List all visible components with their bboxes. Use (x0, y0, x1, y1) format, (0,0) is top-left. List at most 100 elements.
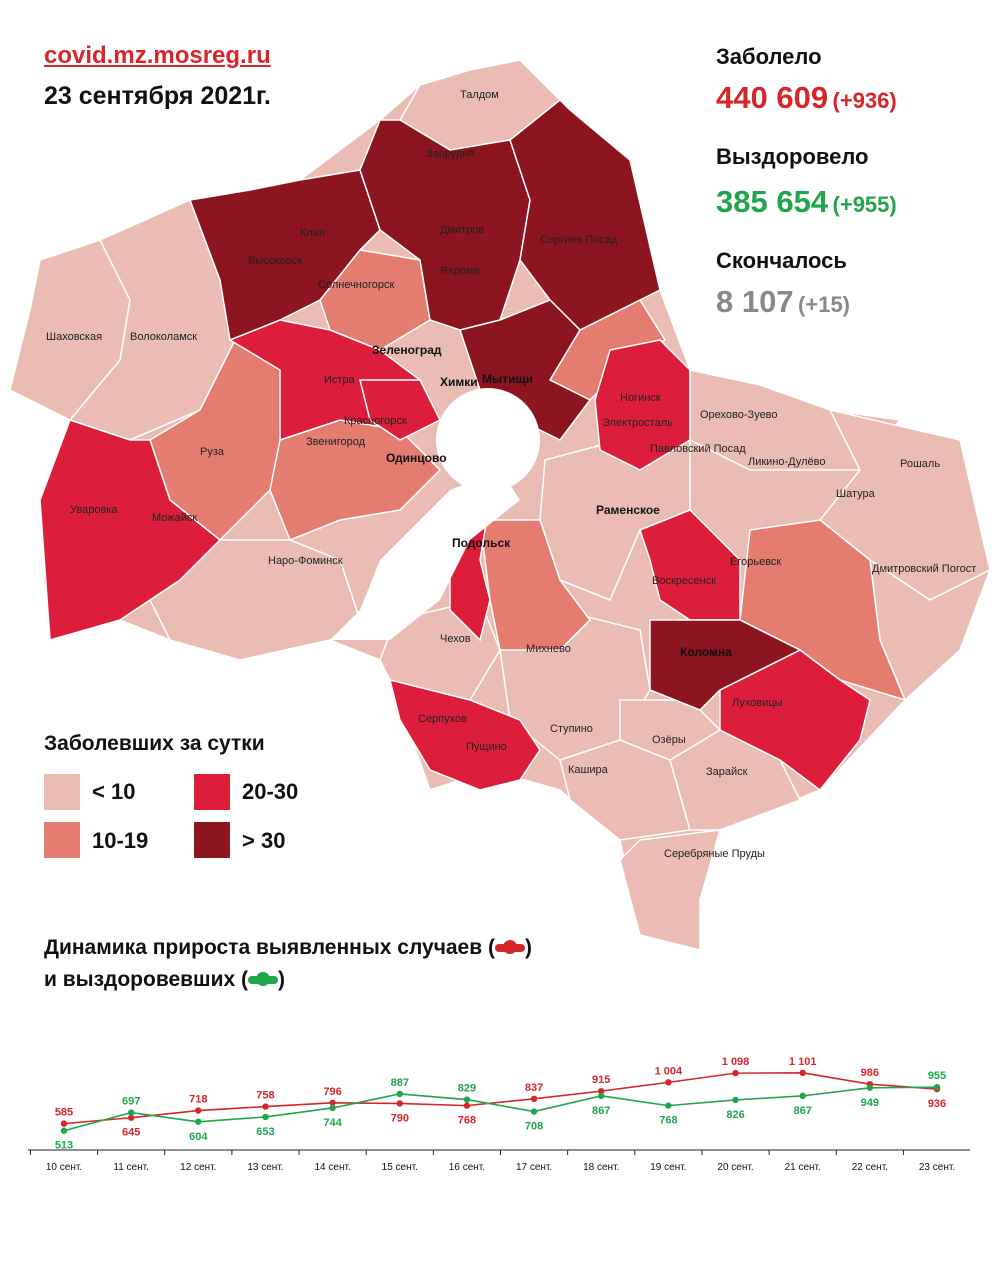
cases-value-label: 768 (458, 1115, 476, 1127)
dynamics-title-line2: и выздоровевших ( (44, 968, 248, 991)
city-label: Кашира (568, 764, 609, 776)
cases-point (665, 1079, 672, 1086)
city-label: Рошаль (900, 458, 940, 470)
legend-swatch-20-30 (194, 774, 230, 810)
city-label: Сергиев Посад (540, 234, 618, 246)
cases-value-label: 1 101 (789, 1056, 817, 1068)
recovered-value-label: 697 (122, 1096, 140, 1108)
city-label: Дмитров (440, 224, 484, 236)
recovered-point (933, 1084, 941, 1091)
x-tick-label: 18 сент. (583, 1162, 619, 1173)
city-label: Луховицы (732, 697, 783, 709)
legend-label-gt30: > 30 (242, 828, 286, 853)
deaths-label: Скончалось (716, 248, 847, 273)
cases-point (396, 1100, 403, 1107)
city-label: Талдом (460, 89, 499, 101)
city-label: Волоколамск (130, 331, 197, 343)
x-tick-label: 15 сент. (382, 1162, 418, 1173)
report-date: 23 сентября 2021г. (44, 82, 271, 110)
dynamics-title-line2-end: ) (277, 968, 285, 991)
cases-value-label: 1 098 (722, 1056, 750, 1068)
cases-value-label: 936 (928, 1098, 946, 1110)
x-tick-label: 23 сент. (919, 1162, 955, 1173)
city-label: Шатура (836, 488, 876, 500)
cases-value-label: 915 (592, 1074, 610, 1086)
series-points (60, 1069, 941, 1134)
city-label: Пущино (466, 741, 507, 753)
city-label: Павловский Посад (650, 443, 746, 455)
district-mozhaysk (39, 419, 222, 641)
recovered-value-label: 744 (323, 1117, 342, 1129)
city-label: Серпухов (418, 713, 467, 725)
recovered-point (262, 1113, 269, 1121)
recovered-label: Выздоровело (716, 144, 869, 169)
dynamics-title-line1: Динамика прироста выявленных случаев ( (44, 936, 495, 959)
city-label: Подольск (452, 536, 511, 550)
city-label: Наро-Фоминск (268, 555, 343, 567)
cases-value-label: 790 (391, 1112, 409, 1124)
recovered-point (799, 1092, 806, 1100)
city-label: Дмитровский Погост (872, 563, 976, 575)
green-marker-icon (247, 972, 278, 987)
city-label: Истра (324, 374, 356, 386)
recovered-value-label: 826 (726, 1109, 744, 1121)
city-label: Мытищи (482, 372, 533, 386)
recovered-value-label: 513 (55, 1140, 73, 1152)
moscow-city-cutout (436, 388, 540, 492)
x-tick-label: 22 сент. (852, 1162, 888, 1173)
recovered-value-label: 955 (928, 1070, 946, 1082)
city-label: Высоковск (248, 255, 302, 267)
cases-point (598, 1087, 605, 1095)
city-label: Запрудня (426, 148, 474, 160)
cases-point (195, 1107, 202, 1114)
city-label: Красногорск (344, 415, 407, 427)
cases-block: 440 609 (+936) (716, 80, 897, 116)
cases-point (262, 1103, 269, 1110)
recovered-value-label: 867 (592, 1105, 610, 1117)
district-mikhnevo (479, 519, 591, 651)
city-label: Зеленоград (372, 343, 442, 357)
city-label: Раменское (596, 503, 660, 517)
city-label: Коломна (680, 645, 732, 659)
district-kolomna (649, 619, 802, 711)
recovered-value-label: 604 (189, 1131, 208, 1143)
legend-label-20-30: 20-30 (242, 779, 299, 804)
new-moscow-cutout (330, 470, 520, 640)
legend-title: Заболевших за сутки (44, 732, 265, 755)
district-serpukhov (388, 678, 541, 791)
cases-value-label: 986 (861, 1067, 879, 1079)
city-label: Ликино-Дулёво (748, 456, 826, 468)
x-tick-label: 17 сент. (516, 1162, 552, 1173)
legend-label-10-19: 10-19 (92, 828, 149, 853)
recovered-point (195, 1118, 202, 1125)
city-label: Химки (440, 375, 478, 389)
city-label: Ногинск (620, 392, 661, 404)
city-label: Одинцово (386, 451, 447, 465)
site-url[interactable]: covid.mz.mosreg.ru (44, 42, 271, 69)
district-serebr-prudy (619, 829, 722, 951)
recovered-point (732, 1096, 739, 1104)
city-label: Озёры (652, 734, 686, 746)
recovered-line (63, 1086, 938, 1132)
dynamics-chart: 10 сент. 11 сент. 12 сент. 13 сент. 14 сент.… (28, 1056, 970, 1173)
legend-swatch-10-19 (44, 822, 80, 858)
cases-point (127, 1114, 135, 1121)
x-tick-label: 20 сент. (717, 1162, 753, 1173)
city-label: Серебряные Пруды (664, 848, 765, 860)
recovered-point (866, 1084, 874, 1091)
deaths-delta: (+15) (798, 292, 851, 317)
recovered-value-label: 949 (861, 1097, 879, 1109)
recovered-value-label: 867 (794, 1105, 812, 1117)
x-ticks: 10 сент. 11 сент. 12 сент. 13 сент. 14 сент.… (29, 1150, 955, 1173)
district-klin (188, 169, 381, 342)
dynamics-title-line1-end: ) (524, 936, 532, 959)
district-noginsk (594, 339, 691, 471)
series-lines (63, 1072, 938, 1132)
deaths-block: 8 107 (+15) (716, 284, 850, 320)
dynamics-title: Динамика прироста выявленных случаев () … (44, 932, 532, 996)
recovered-point (463, 1096, 471, 1103)
x-tick-label: 21 сент. (785, 1162, 821, 1173)
cases-delta: (+936) (832, 88, 897, 113)
recovered-point (530, 1108, 538, 1115)
x-tick-label: 14 сент. (314, 1162, 350, 1173)
